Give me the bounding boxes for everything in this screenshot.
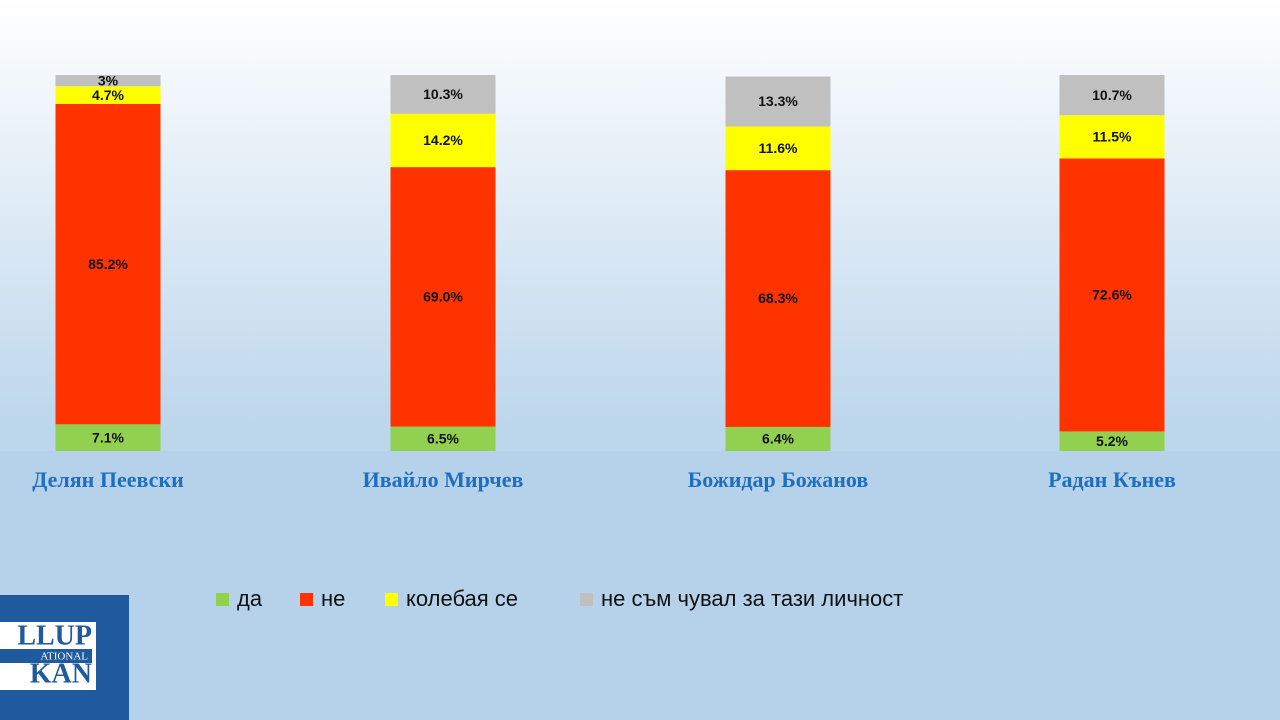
data-label: 10.7% bbox=[1092, 87, 1132, 103]
bar-segment bbox=[725, 426, 831, 451]
data-label: 69.0% bbox=[423, 289, 463, 305]
data-label: 14.2% bbox=[423, 132, 463, 148]
x-tick-label: Делян Пеевски bbox=[32, 467, 184, 492]
data-label: 11.5% bbox=[1093, 129, 1132, 145]
legend-swatch bbox=[385, 593, 398, 606]
logo-text: KAN bbox=[30, 658, 92, 689]
legend-label: колебая се bbox=[406, 586, 518, 611]
logo-band bbox=[0, 649, 92, 663]
legend-swatch bbox=[216, 593, 229, 606]
bar-segment bbox=[55, 424, 161, 451]
bar-segment bbox=[725, 76, 831, 127]
bar-segment bbox=[55, 86, 161, 104]
legend-label: не bbox=[321, 586, 345, 611]
data-label: 85.2% bbox=[88, 256, 128, 272]
data-label: 72.6% bbox=[1092, 287, 1132, 303]
legend-swatch bbox=[580, 593, 593, 606]
bar-segment bbox=[55, 75, 161, 87]
legend-swatch bbox=[300, 593, 313, 606]
x-tick-label: Божидар Божанов bbox=[688, 467, 869, 492]
bar-segment bbox=[725, 126, 831, 171]
data-label: 6.4% bbox=[762, 431, 794, 447]
bar-segment bbox=[390, 75, 496, 114]
data-label: 3% bbox=[98, 72, 119, 88]
logo-text: LLUP bbox=[17, 620, 92, 651]
legend-label: да bbox=[237, 586, 263, 611]
lower-area bbox=[0, 451, 1280, 720]
x-tick-label: Ивайло Мирчев bbox=[363, 467, 524, 492]
bar-segment bbox=[1059, 431, 1165, 451]
logo-text: ATIONAL bbox=[40, 651, 88, 663]
bar-segment bbox=[1059, 158, 1165, 432]
data-label: 13.3% bbox=[758, 93, 798, 109]
data-label: 68.3% bbox=[758, 290, 798, 306]
bar-segment bbox=[390, 113, 496, 168]
logo: LLUP ATIONAL KAN bbox=[0, 595, 129, 720]
bar-segment bbox=[1059, 75, 1165, 116]
bar-segment bbox=[390, 167, 496, 427]
x-tick-label: Радан Кънев bbox=[1048, 467, 1176, 492]
data-label: 10.3% bbox=[423, 86, 463, 102]
data-label: 6.5% bbox=[427, 430, 459, 446]
data-label: 11.6% bbox=[759, 140, 798, 156]
legend-label: не съм чувал за тази личност bbox=[601, 586, 903, 611]
bar-segment bbox=[725, 170, 831, 427]
data-label: 4.7% bbox=[92, 87, 124, 103]
bar-segment bbox=[55, 103, 161, 425]
bar-segment bbox=[1059, 115, 1165, 159]
data-label: 5.2% bbox=[1096, 433, 1128, 449]
bar-segment bbox=[390, 426, 496, 451]
data-label: 7.1% bbox=[92, 429, 124, 445]
